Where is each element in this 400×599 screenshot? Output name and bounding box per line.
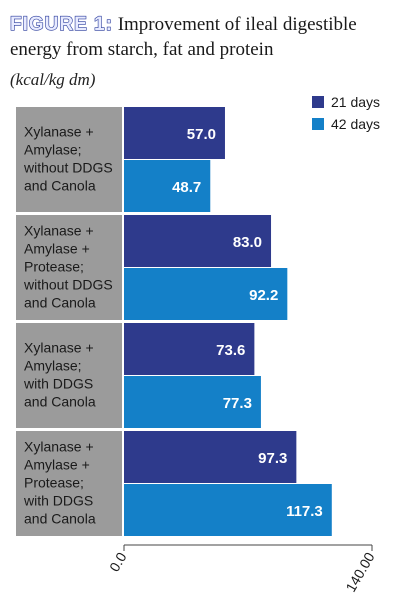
category-box-3: [16, 323, 122, 428]
chart-title-text: Improvement of ileal digestible energy f…: [10, 14, 357, 60]
legend-label-21-days: 21 days: [331, 94, 380, 110]
category-box-4: [16, 431, 122, 536]
data-label-42-days-1: 48.7: [172, 179, 201, 196]
legend-swatch-42-days: [312, 118, 324, 130]
bar-42-days-2: [124, 268, 288, 320]
legend-swatch-21-days: [312, 96, 324, 108]
category-label-1-line-1: Xylanase +: [24, 124, 94, 140]
category-label-1-line-4: and Canola: [24, 178, 96, 194]
category-label-3-line-3: with DDGS: [23, 376, 93, 392]
bar-21-days-2: [124, 215, 272, 267]
data-label-42-days-3: 77.3: [223, 395, 252, 412]
bar-42-days-1: [124, 160, 211, 212]
category-label-2-line-4: without DDGS: [23, 277, 113, 293]
category-label-3-line-2: Amylase;: [24, 358, 82, 374]
category-label-4-line-1: Xylanase +: [24, 439, 94, 455]
category-label-3-line-4: and Canola: [24, 394, 96, 410]
data-label-21-days-3: 73.6: [216, 342, 245, 359]
bar-21-days-1: [124, 107, 225, 159]
data-label-42-days-4: 117.3: [286, 503, 323, 520]
data-label-21-days-1: 57.0: [187, 126, 216, 143]
x-tick-label-2: 140.00: [342, 549, 377, 594]
category-label-2-line-5: and Canola: [24, 295, 96, 311]
bar-42-days-4: [124, 484, 332, 536]
bar-42-days-3: [124, 376, 261, 428]
category-label-1-line-3: without DDGS: [23, 160, 113, 176]
category-label-3-line-1: Xylanase +: [24, 340, 94, 356]
legend-label-42-days: 42 days: [331, 116, 380, 132]
figure-label: FIGURE 1:: [9, 13, 113, 35]
category-label-4-line-4: with DDGS: [23, 493, 93, 509]
chart-title: FIGURE 1: Improvement of ileal digestibl…: [9, 12, 395, 62]
data-label-42-days-2: 92.2: [249, 287, 278, 304]
x-tick-label-1: 0.0: [106, 549, 130, 574]
category-label-4-line-2: Amylase +: [24, 457, 90, 473]
category-box-1: [16, 107, 122, 212]
category-label-2-line-1: Xylanase +: [24, 223, 94, 239]
data-label-21-days-2: 83.0: [233, 234, 262, 251]
category-label-4-line-5: and Canola: [24, 511, 96, 527]
category-label-4-line-3: Protease;: [24, 475, 84, 491]
data-label-21-days-4: 97.3: [258, 450, 287, 467]
chart-unit-subtitle: (kcal/kg dm): [10, 70, 96, 89]
category-label-2-line-2: Amylase +: [24, 241, 90, 257]
category-box-2: [16, 215, 122, 320]
bar-21-days-3: [124, 323, 255, 375]
bar-21-days-4: [124, 431, 297, 483]
category-label-2-line-3: Protease;: [24, 259, 84, 275]
category-label-1-line-2: Amylase;: [24, 142, 82, 158]
